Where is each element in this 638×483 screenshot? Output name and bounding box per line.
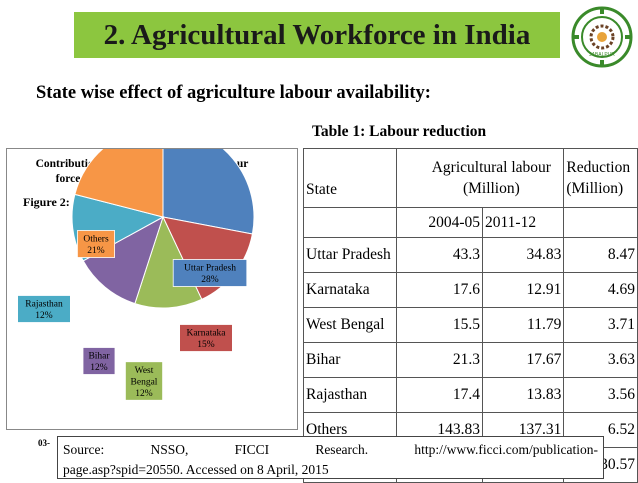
reduction-cell: 3.63 [563, 342, 638, 378]
pie-label-text: Rajasthan [25, 300, 63, 310]
pie-label-box [172, 259, 248, 287]
state-cell: Rajasthan [303, 377, 397, 413]
source-url[interactable]: http://www.ficci.com/publication- [414, 442, 598, 457]
source-word: FICCI [234, 442, 270, 457]
pie-label-text: Karnataka [186, 329, 226, 339]
pie-label-box [77, 230, 116, 258]
pie-label-text: Others [83, 235, 109, 245]
header-agricultural-labour: Agricultural labour (Million) [395, 148, 565, 208]
value-2004-05-cell: 15.5 [395, 307, 483, 343]
source-word: Research. [315, 442, 369, 457]
year-2004-05: 2004-05 [395, 207, 483, 238]
source-note: Source: NSSO, FICCI Research. http://www… [57, 436, 604, 479]
slide-subtitle: State wise effect of agriculture labour … [36, 83, 431, 103]
reduction-cell: 8.47 [563, 237, 638, 273]
pie-label-percent: 12% [35, 311, 53, 321]
reduction-cell: 3.71 [563, 307, 638, 343]
source-word: NSSO, [150, 442, 189, 457]
state-cell: West Bengal [303, 307, 397, 343]
value-2004-05-cell: 43.3 [395, 237, 483, 273]
pie-label-percent: 28% [201, 275, 219, 285]
table-header-row: State Agricultural labour (Million) Redu… [303, 148, 638, 208]
state-cell: Uttar Pradesh [303, 237, 397, 273]
value-2011-12-cell: 17.67 [481, 342, 565, 378]
pie-slice-uttar-pradesh [162, 149, 255, 235]
year-blank-cell-2 [563, 207, 638, 238]
slide-number-fragment: 03- [38, 438, 50, 448]
university-seal-icon: JABALPUR [571, 6, 633, 68]
source-word: Source: [63, 442, 105, 457]
table-row: Bihar 21.3 17.67 3.63 [303, 342, 638, 378]
pie-label-box [82, 347, 116, 375]
pie-label-percent: 15% [197, 340, 215, 350]
pie-label-percent: 12% [135, 389, 153, 399]
header-state: State [303, 148, 397, 208]
pie-label-text: Bihar [88, 352, 110, 362]
state-cell: Bihar [303, 342, 397, 378]
reduction-cell: 3.56 [563, 377, 638, 413]
year-2011-12: 2011-12 [481, 207, 565, 238]
labour-reduction-table: State Agricultural labour (Million) Redu… [303, 148, 638, 483]
pie-label-box [125, 361, 164, 401]
value-2004-05-cell: 17.6 [395, 272, 483, 308]
header-reduction: Reduction (Million) [563, 148, 638, 208]
value-2011-12-cell: 11.79 [481, 307, 565, 343]
pie-label-box [17, 295, 71, 323]
table-row: Rajasthan 17.4 13.83 3.56 [303, 377, 638, 413]
value-2011-12-cell: 13.83 [481, 377, 565, 413]
source-line-2: page.asp?spid=20550. Accessed on 8 April… [63, 462, 329, 477]
table-row: Karnataka 17.6 12.91 4.69 [303, 272, 638, 308]
slide-title-bar: 2. Agricultural Workforce in India [74, 12, 560, 58]
value-2011-12-cell: 12.91 [481, 272, 565, 308]
value-2004-05-cell: 17.4 [395, 377, 483, 413]
pie-label-text: Uttar Pradesh [184, 264, 236, 274]
source-line-1: Source: NSSO, FICCI Research. http://www… [63, 440, 598, 460]
value-2011-12-cell: 34.83 [481, 237, 565, 273]
pie-label-text: Bengal [131, 377, 158, 387]
year-blank-cell [303, 207, 397, 238]
slide-title: 2. Agricultural Workforce in India [103, 18, 531, 51]
state-cell: Karnataka [303, 272, 397, 308]
pie-slice-others [74, 149, 164, 218]
table-year-row: 2004-05 2011-12 [303, 207, 638, 238]
pie-label-percent: 12% [90, 363, 108, 373]
pie-slice-bihar [82, 215, 164, 305]
pie-label-box [179, 324, 233, 352]
table-row: Uttar Pradesh 43.3 34.83 8.47 [303, 237, 638, 273]
logo-text: JABALPUR [589, 52, 615, 58]
reduction-cell: 4.69 [563, 272, 638, 308]
pie-label-text: West [135, 366, 154, 376]
table-row: West Bengal 15.5 11.79 3.71 [303, 307, 638, 343]
pie-label-percent: 21% [87, 246, 105, 256]
table-caption: Table 1: Labour reduction [312, 123, 487, 140]
value-2004-05-cell: 21.3 [395, 342, 483, 378]
pie-chart-panel: Contribution of states to agriculture la… [6, 148, 298, 430]
figure-label: Figure 2: [23, 195, 70, 209]
